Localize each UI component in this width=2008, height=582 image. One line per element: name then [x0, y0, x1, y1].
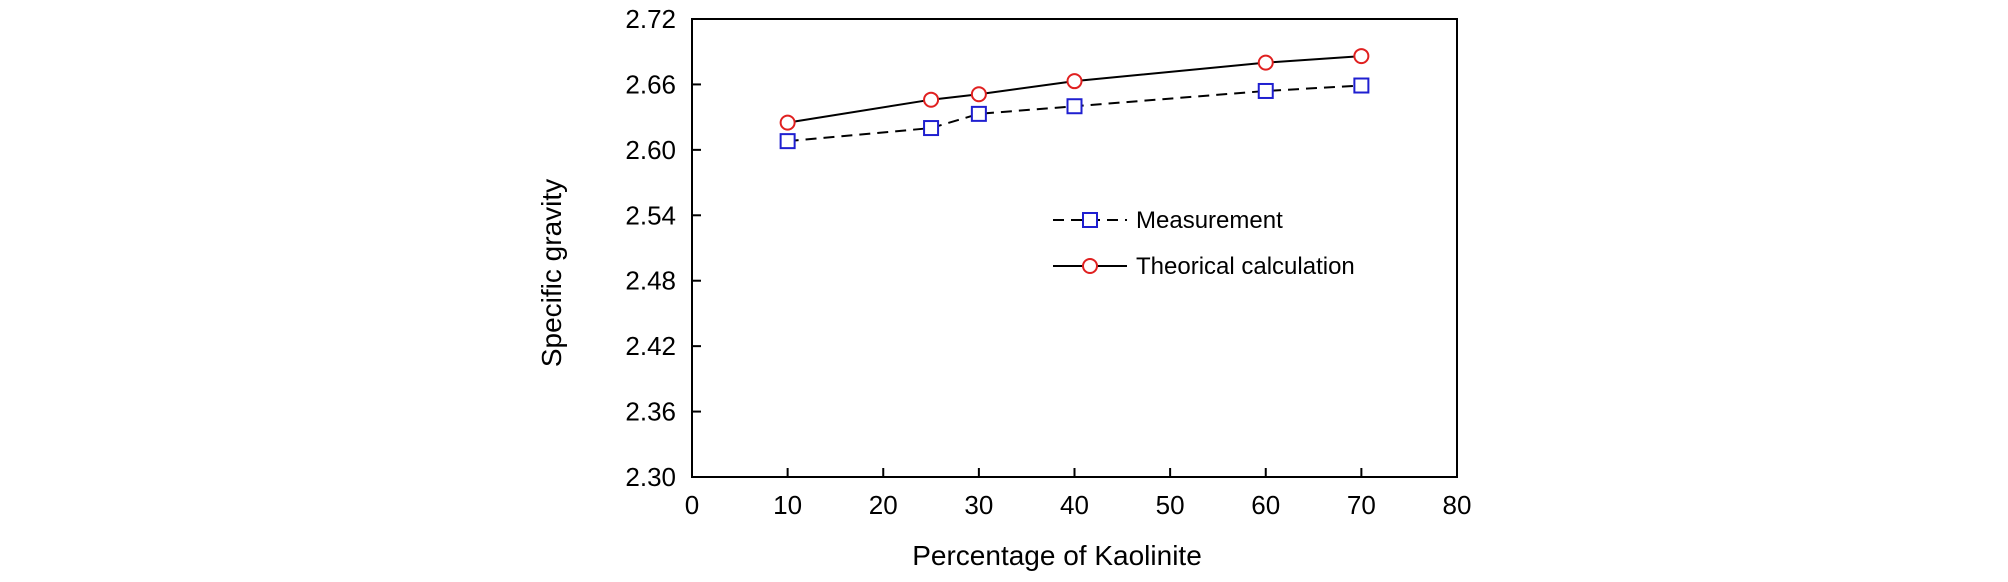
legend-item: Measurement: [1053, 207, 1283, 234]
legend: Measurement Theorical calculation: [1053, 207, 1355, 280]
data-point-marker: [1257, 82, 1274, 99]
x-tick-label: 20: [869, 490, 898, 520]
data-point-marker: [779, 114, 796, 131]
x-axis-title: Percentage of Kaolinite: [912, 540, 1202, 571]
x-tick-label: 10: [773, 490, 802, 520]
data-point-marker: [923, 91, 940, 108]
legend-marker: [1082, 212, 1098, 228]
data-point-marker: [1066, 73, 1083, 90]
data-point-marker: [970, 105, 987, 122]
data-point-marker: [1257, 54, 1274, 71]
y-tick-label: 2.36: [625, 397, 676, 427]
series-theorical-calculation: [779, 48, 1370, 131]
y-tick-label: 2.66: [625, 69, 676, 99]
y-tick-label: 2.72: [625, 4, 676, 34]
x-tick-label: 30: [964, 490, 993, 520]
legend-item: Theorical calculation: [1053, 253, 1355, 280]
data-point-marker: [970, 86, 987, 103]
y-tick-label: 2.60: [625, 135, 676, 165]
x-axis: 0 10 20 30 40 50 60 70 80: [685, 468, 1472, 520]
x-tick-label: 70: [1347, 490, 1376, 520]
y-tick-label: 2.54: [625, 200, 676, 230]
y-tick-label: 2.30: [625, 462, 676, 492]
x-tick-label: 0: [685, 490, 699, 520]
y-tick-label: 2.42: [625, 331, 676, 361]
data-point-marker: [1353, 77, 1370, 94]
x-tick-label: 80: [1443, 490, 1472, 520]
data-point-marker: [923, 120, 940, 137]
plot-series: [779, 48, 1370, 150]
x-tick-label: 40: [1060, 490, 1089, 520]
legend-marker: [1082, 258, 1098, 274]
y-axis: 2.30 2.36 2.42 2.48 2.54 2.60 2.66 2.72: [625, 4, 701, 492]
x-tick-label: 60: [1251, 490, 1280, 520]
data-point-marker: [1353, 48, 1370, 65]
series-measurement: [779, 77, 1370, 150]
y-axis-title: Specific gravity: [536, 179, 567, 367]
series-line: [787, 84, 1362, 143]
x-tick-label: 50: [1156, 490, 1185, 520]
legend-label: Theorical calculation: [1136, 253, 1355, 280]
legend-label: Measurement: [1136, 207, 1283, 234]
y-tick-label: 2.48: [625, 266, 676, 296]
data-point-marker: [1066, 98, 1083, 115]
data-point-marker: [779, 133, 796, 150]
series-line: [787, 55, 1362, 124]
